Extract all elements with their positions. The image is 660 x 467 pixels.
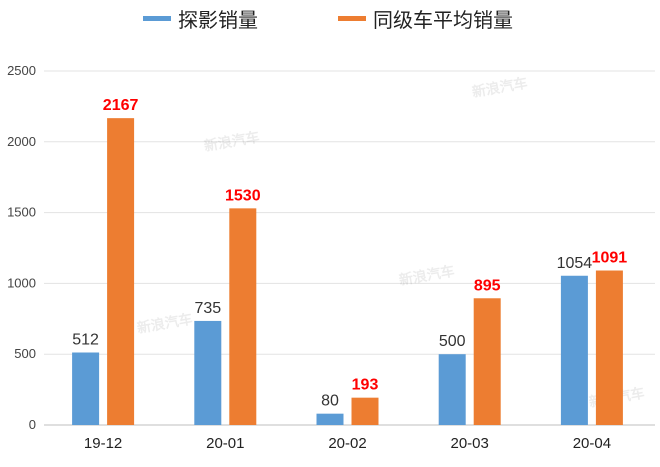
- watermark: 新浪汽车: [398, 262, 456, 288]
- legend-swatch: [143, 16, 171, 21]
- data-label: 735: [194, 300, 221, 317]
- watermark: 新浪汽车: [136, 310, 194, 336]
- x-axis: 19-12 20-01 20-02 20-03 20-04: [84, 435, 611, 452]
- legend-swatch: [338, 16, 366, 21]
- data-label: 1091: [592, 250, 628, 267]
- y-tick-label: 1500: [7, 205, 36, 220]
- bar-series-a: [316, 413, 344, 425]
- bar-series-b: [107, 118, 135, 425]
- watermark: 新浪汽车: [471, 74, 529, 100]
- x-tick-label: 20-04: [573, 435, 611, 452]
- bar-series-b: [351, 397, 379, 425]
- y-tick-label: 2000: [7, 134, 36, 149]
- y-tick-label: 0: [29, 417, 36, 432]
- bar-series-b: [473, 298, 501, 425]
- bars: [72, 118, 623, 425]
- data-label: 193: [352, 377, 379, 394]
- bar-series-b: [229, 208, 257, 425]
- data-labels: 512 2167 735 1530 80 193 500 895 1054 1091: [72, 97, 627, 410]
- y-axis: 0 500 1000 1500 2000 2500: [7, 63, 36, 432]
- legend-label: 探影销量: [178, 8, 258, 32]
- bar-series-b: [595, 270, 623, 425]
- data-label: 1530: [225, 187, 261, 204]
- bar-series-a: [438, 354, 466, 425]
- x-tick-label: 19-12: [84, 435, 122, 452]
- y-tick-label: 500: [14, 346, 36, 361]
- legend-label: 同级车平均销量: [373, 8, 513, 32]
- data-label: 512: [72, 332, 99, 349]
- data-label: 2167: [103, 97, 139, 114]
- y-tick-label: 1000: [7, 275, 36, 290]
- x-tick-label: 20-01: [206, 435, 244, 452]
- x-tick-label: 20-03: [451, 435, 489, 452]
- bar-series-a: [560, 275, 588, 425]
- bar-series-a: [194, 320, 222, 425]
- legend: 探影销量 同级车平均销量: [143, 8, 513, 32]
- bar-series-a: [72, 352, 100, 425]
- x-tick-label: 20-02: [328, 435, 366, 452]
- y-tick-label: 2500: [7, 63, 36, 78]
- data-label: 895: [474, 277, 501, 294]
- data-label: 1054: [557, 255, 593, 272]
- gridlines: [44, 70, 655, 426]
- data-label: 80: [321, 393, 339, 410]
- data-label: 500: [439, 333, 466, 350]
- watermark: 新浪汽车: [203, 128, 261, 154]
